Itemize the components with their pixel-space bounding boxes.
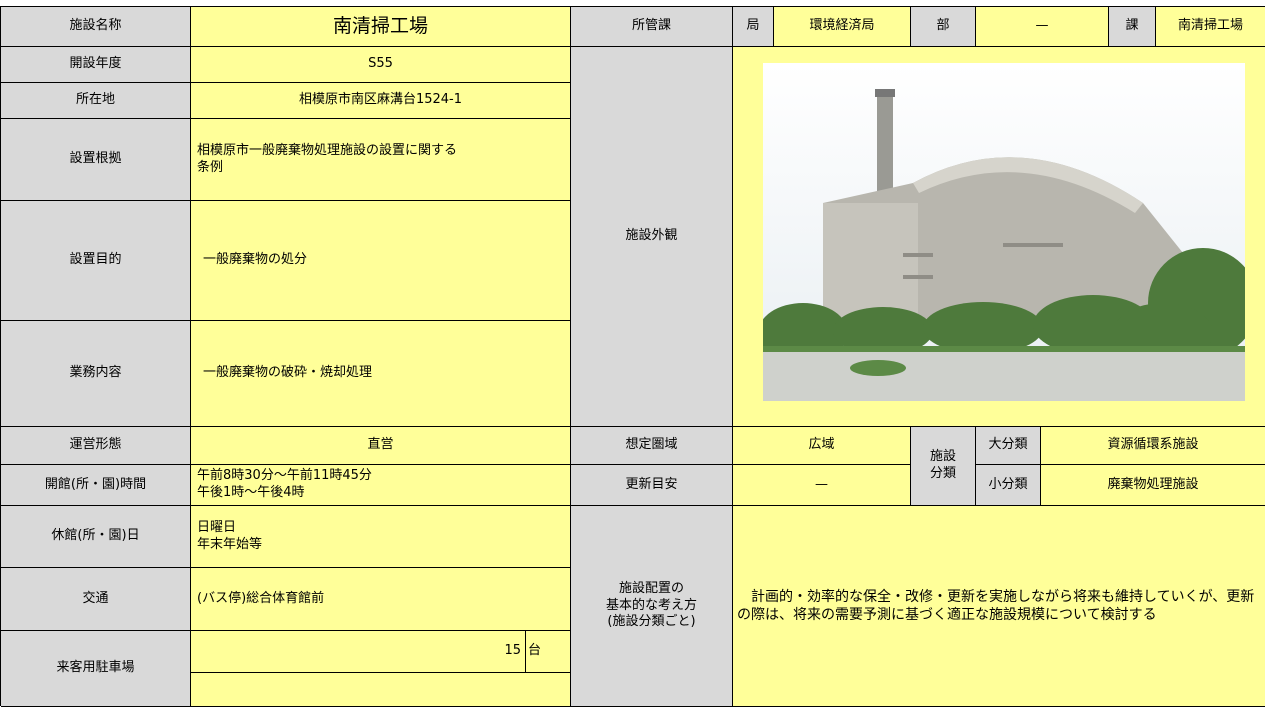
value: 一般廃棄物の破砕・焼却処理 (191, 321, 571, 427)
value: 南清掃工場 (191, 7, 571, 47)
value: 廃棄物処理施設 (1041, 465, 1265, 506)
label: 開設年度 (1, 47, 191, 83)
label: 業務内容 (1, 321, 191, 427)
label: 設置根拠 (1, 119, 191, 201)
value: 資源循環系施設 (1041, 427, 1265, 465)
label: 課 (1109, 7, 1156, 47)
label: 小分類 (976, 465, 1041, 506)
value: 日曜日 年末年始等 (191, 506, 571, 568)
value: 午前8時30分～午前11時45分 午後1時～午後4時 (191, 465, 571, 506)
value: 一般廃棄物の処分 (191, 201, 571, 321)
label: 所在地 (1, 83, 191, 119)
label: 施設名称 (1, 7, 191, 47)
value: 計画的・効率的な保全・改修・更新を実施しながら将来も維持していくが、更新の際は、… (733, 506, 1265, 707)
value: 環境経済局 (774, 7, 911, 47)
unit: 台 (526, 631, 571, 673)
value: 15 (191, 631, 526, 673)
label: 更新目安 (571, 465, 733, 506)
label: 休館(所・園)日 (1, 506, 191, 568)
label: 部 (911, 7, 976, 47)
value: 広域 (733, 427, 911, 465)
label: 設置目的 (1, 201, 191, 321)
label: 施設 分類 (911, 427, 976, 506)
label: 開館(所・園)時間 (1, 465, 191, 506)
label: 来客用駐車場 (1, 631, 191, 707)
value: — (976, 7, 1109, 47)
label: 局 (733, 7, 774, 47)
facility-photo (763, 63, 1245, 401)
label: 運営形態 (1, 427, 191, 465)
value: 南清掃工場 (1156, 7, 1265, 47)
label: 大分類 (976, 427, 1041, 465)
label: 施設外観 (571, 47, 733, 427)
value: 直営 (191, 427, 571, 465)
photo-cell (733, 47, 1265, 427)
value: (バス停)総合体育館前 (191, 568, 571, 631)
label: 想定圏域 (571, 427, 733, 465)
facility-sheet: 施設名称 南清掃工場 所管課 局 環境経済局 部 — 課 南清掃工場 開設年度 … (0, 6, 1265, 707)
value: 相模原市南区麻溝台1524-1 (191, 83, 571, 119)
value: S55 (191, 47, 571, 83)
label: 施設配置の 基本的な考え方 (施設分類ごと) (571, 506, 733, 707)
value (191, 673, 571, 707)
value: — (733, 465, 911, 506)
label: 所管課 (571, 7, 733, 47)
label: 交通 (1, 568, 191, 631)
value: 相模原市一般廃棄物処理施設の設置に関する 条例 (191, 119, 571, 201)
